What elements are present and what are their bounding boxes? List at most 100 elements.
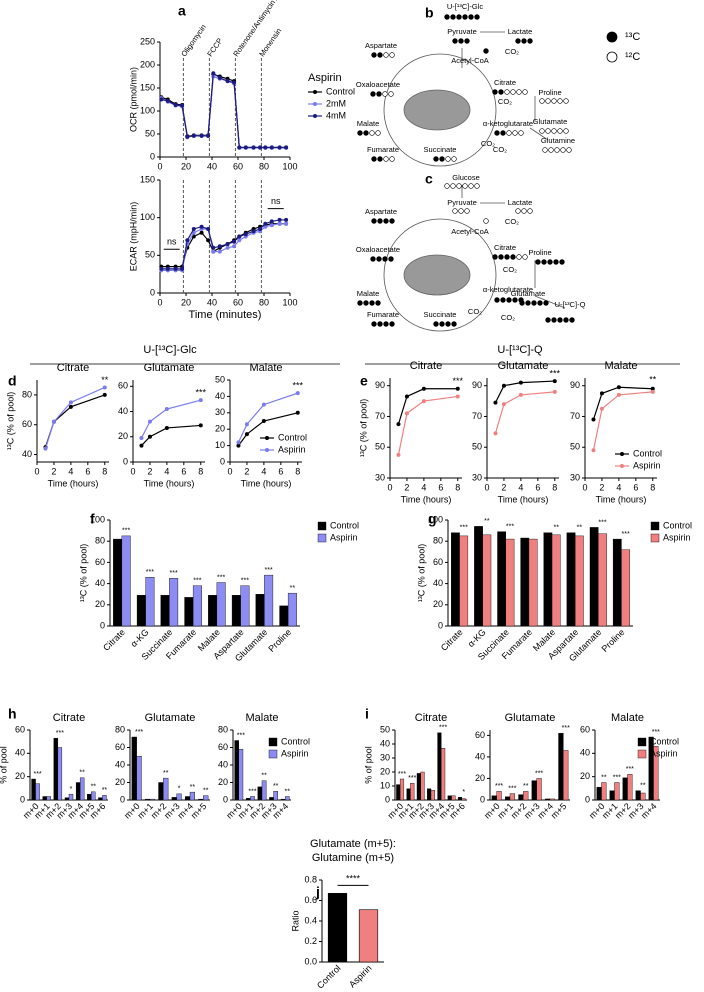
bar [160, 595, 170, 627]
node-label: Succinate [424, 310, 457, 319]
isotope-dot [510, 89, 516, 95]
isotope-dot [516, 254, 522, 260]
x-axis-label: Time (hours) [48, 478, 99, 488]
data-point [211, 249, 216, 254]
isotope-dot [500, 130, 506, 136]
x-tick-label: 80 [259, 297, 269, 307]
x-tick-label: 4 [261, 466, 266, 476]
panel-label: i [365, 706, 369, 722]
data-point [244, 432, 249, 437]
isotope-dot [445, 156, 451, 162]
significance: *** [398, 771, 406, 778]
injection-label: FCCP [205, 36, 224, 58]
bar [459, 535, 469, 627]
y-tick-label: 40 [475, 751, 485, 761]
isotope-dot [510, 254, 516, 260]
x-tick-label: 0 [34, 466, 39, 476]
data-point [211, 71, 216, 76]
data-point [68, 400, 73, 405]
data-point [396, 452, 401, 457]
isotope-dot [498, 89, 504, 95]
isotope-dot [545, 98, 551, 104]
panel-label: f [90, 511, 95, 527]
significance: *** [598, 519, 606, 526]
significance: *** [495, 783, 503, 790]
bar [505, 796, 511, 801]
isotope-dot [389, 52, 395, 58]
legend-label: 4mM [326, 110, 346, 120]
x-tick-label: 4 [518, 482, 523, 492]
x-tick-label: 0 [582, 482, 587, 492]
y-tick-label: 70 [375, 411, 385, 421]
bar [406, 788, 411, 801]
isotope-dot [363, 300, 369, 306]
series-line [44, 386, 106, 449]
x-tick-label: 100 [282, 161, 297, 171]
y-tick-label: 90 [375, 380, 385, 390]
bar [558, 733, 564, 801]
data-point [518, 380, 523, 385]
data-point [217, 75, 222, 80]
isotope-dot [439, 321, 445, 327]
x-tick-label: 0 [157, 161, 162, 171]
bar [609, 790, 615, 801]
x-tick-label: 20 [181, 161, 191, 171]
isotope-dot [553, 259, 559, 265]
series-line [494, 380, 555, 403]
isotope-dot [512, 297, 518, 303]
bar [543, 532, 553, 627]
node-label: Acetyl-CoA [451, 227, 489, 236]
isotope-dot [382, 256, 388, 262]
y-tick-label: 50 [215, 374, 225, 384]
bar [149, 798, 156, 801]
x-tick-label: m+5 [189, 801, 209, 821]
y-tick-label: 20 [475, 773, 485, 783]
bar [437, 732, 442, 801]
panel-label: d [8, 373, 17, 389]
series-line [237, 392, 298, 443]
y-tick-label: 40 [22, 449, 32, 459]
legend-label: 2mM [326, 98, 346, 108]
significance: *** [550, 368, 561, 378]
isotope-dot [444, 183, 450, 189]
bar [549, 798, 556, 801]
data-point [185, 238, 190, 243]
bar [216, 582, 226, 627]
bar [198, 798, 204, 801]
y-tick-label: 0 [123, 456, 128, 466]
legend-marker [620, 464, 624, 468]
node-label: Malate [357, 119, 380, 128]
data-point [159, 266, 164, 271]
bar [240, 585, 250, 627]
isotope-dot [500, 297, 506, 303]
x-tick-label: 2 [599, 482, 604, 492]
node-label: CO₂ [493, 145, 507, 154]
significance: * [70, 786, 73, 793]
isotope-dot [433, 321, 439, 327]
chart-title: Malate [604, 360, 637, 372]
isotope-dot [557, 128, 563, 134]
data-point [232, 239, 237, 244]
legend-dot [606, 31, 618, 43]
isotope-dot [389, 156, 395, 162]
y-axis-label: ¹³C (% of pool) [78, 544, 88, 603]
x-tick-label: 80 [259, 161, 269, 171]
x-tick-label: Proline [600, 627, 627, 654]
isotope-dot [543, 300, 549, 306]
isotope-dot [383, 52, 389, 58]
x-tick-label: 6 [278, 466, 283, 476]
y-tick-label: 0.2 [304, 936, 317, 946]
data-point [396, 422, 401, 427]
mitochondrion [403, 254, 471, 296]
node-label: Proline [528, 248, 551, 257]
legend-label: Control [281, 736, 310, 746]
y-axis-label: ¹³C (% of pool) [416, 544, 426, 603]
bar [184, 796, 191, 801]
data-point [277, 145, 282, 150]
data-point [51, 419, 56, 424]
y-tick-label: 0.8 [304, 874, 317, 884]
data-point [164, 425, 169, 430]
data-point [616, 385, 621, 390]
y-tick-label: 0 [438, 620, 443, 630]
